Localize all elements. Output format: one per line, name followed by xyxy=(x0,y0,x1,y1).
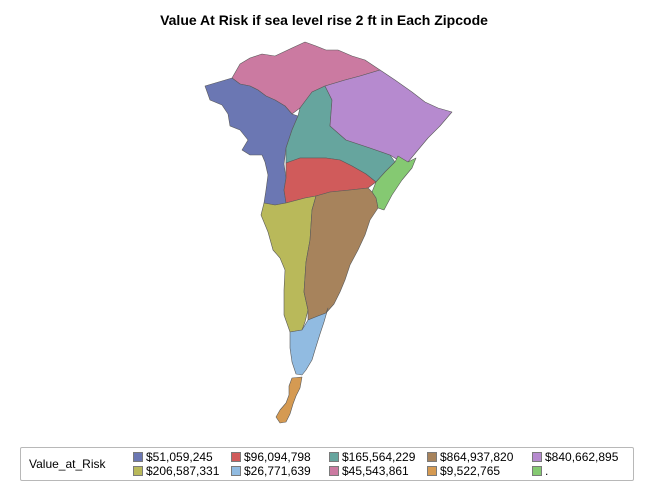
legend-item: . xyxy=(532,464,632,478)
legend-item: $165,564,229 xyxy=(329,450,427,464)
legend-item: $45,543,861 xyxy=(329,464,427,478)
zipcode-region-light-blue[interactable] xyxy=(289,307,329,376)
legend-swatch xyxy=(133,466,143,476)
legend-label: $96,094,798 xyxy=(244,450,311,464)
zipcode-region-orange[interactable] xyxy=(275,376,303,424)
legend: Value_at_Risk $51,059,245 $96,094,798 $1… xyxy=(20,447,634,481)
zipcode-region-green[interactable] xyxy=(371,155,417,211)
legend-label: $840,662,895 xyxy=(545,450,619,464)
legend-label: $165,564,229 xyxy=(342,450,416,464)
legend-swatch xyxy=(231,466,241,476)
legend-item: $51,059,245 xyxy=(133,450,231,464)
legend-item: $26,771,639 xyxy=(231,464,329,478)
zipcode-region-olive[interactable] xyxy=(260,195,317,333)
legend-item: $840,662,895 xyxy=(532,450,632,464)
legend-swatch xyxy=(231,452,241,462)
legend-swatch xyxy=(532,452,542,462)
legend-title: Value_at_Risk xyxy=(29,457,106,471)
zipcode-region-purple[interactable] xyxy=(324,69,453,163)
legend-label: $864,937,820 xyxy=(440,450,514,464)
legend-label: $26,771,639 xyxy=(244,464,311,478)
legend-item: $864,937,820 xyxy=(427,450,532,464)
legend-label: $9,522,765 xyxy=(440,464,501,478)
legend-item: $206,587,331 xyxy=(133,464,231,478)
legend-label: $51,059,245 xyxy=(146,450,213,464)
map-title: Value At Risk if sea level rise 2 ft in … xyxy=(160,12,488,28)
legend-swatch xyxy=(329,452,339,462)
legend-swatch xyxy=(427,466,437,476)
legend-swatch xyxy=(532,466,542,476)
legend-swatch xyxy=(329,466,339,476)
legend-label: $45,543,861 xyxy=(342,464,409,478)
legend-swatch xyxy=(133,452,143,462)
zipcode-region-brown[interactable] xyxy=(303,187,379,321)
legend-swatch xyxy=(427,452,437,462)
legend-item: $9,522,765 xyxy=(427,464,532,478)
legend-label: $206,587,331 xyxy=(146,464,220,478)
legend-label: . xyxy=(545,464,549,478)
legend-items: $51,059,245 $96,094,798 $165,564,229 $86… xyxy=(133,450,632,478)
legend-item: $96,094,798 xyxy=(231,450,329,464)
